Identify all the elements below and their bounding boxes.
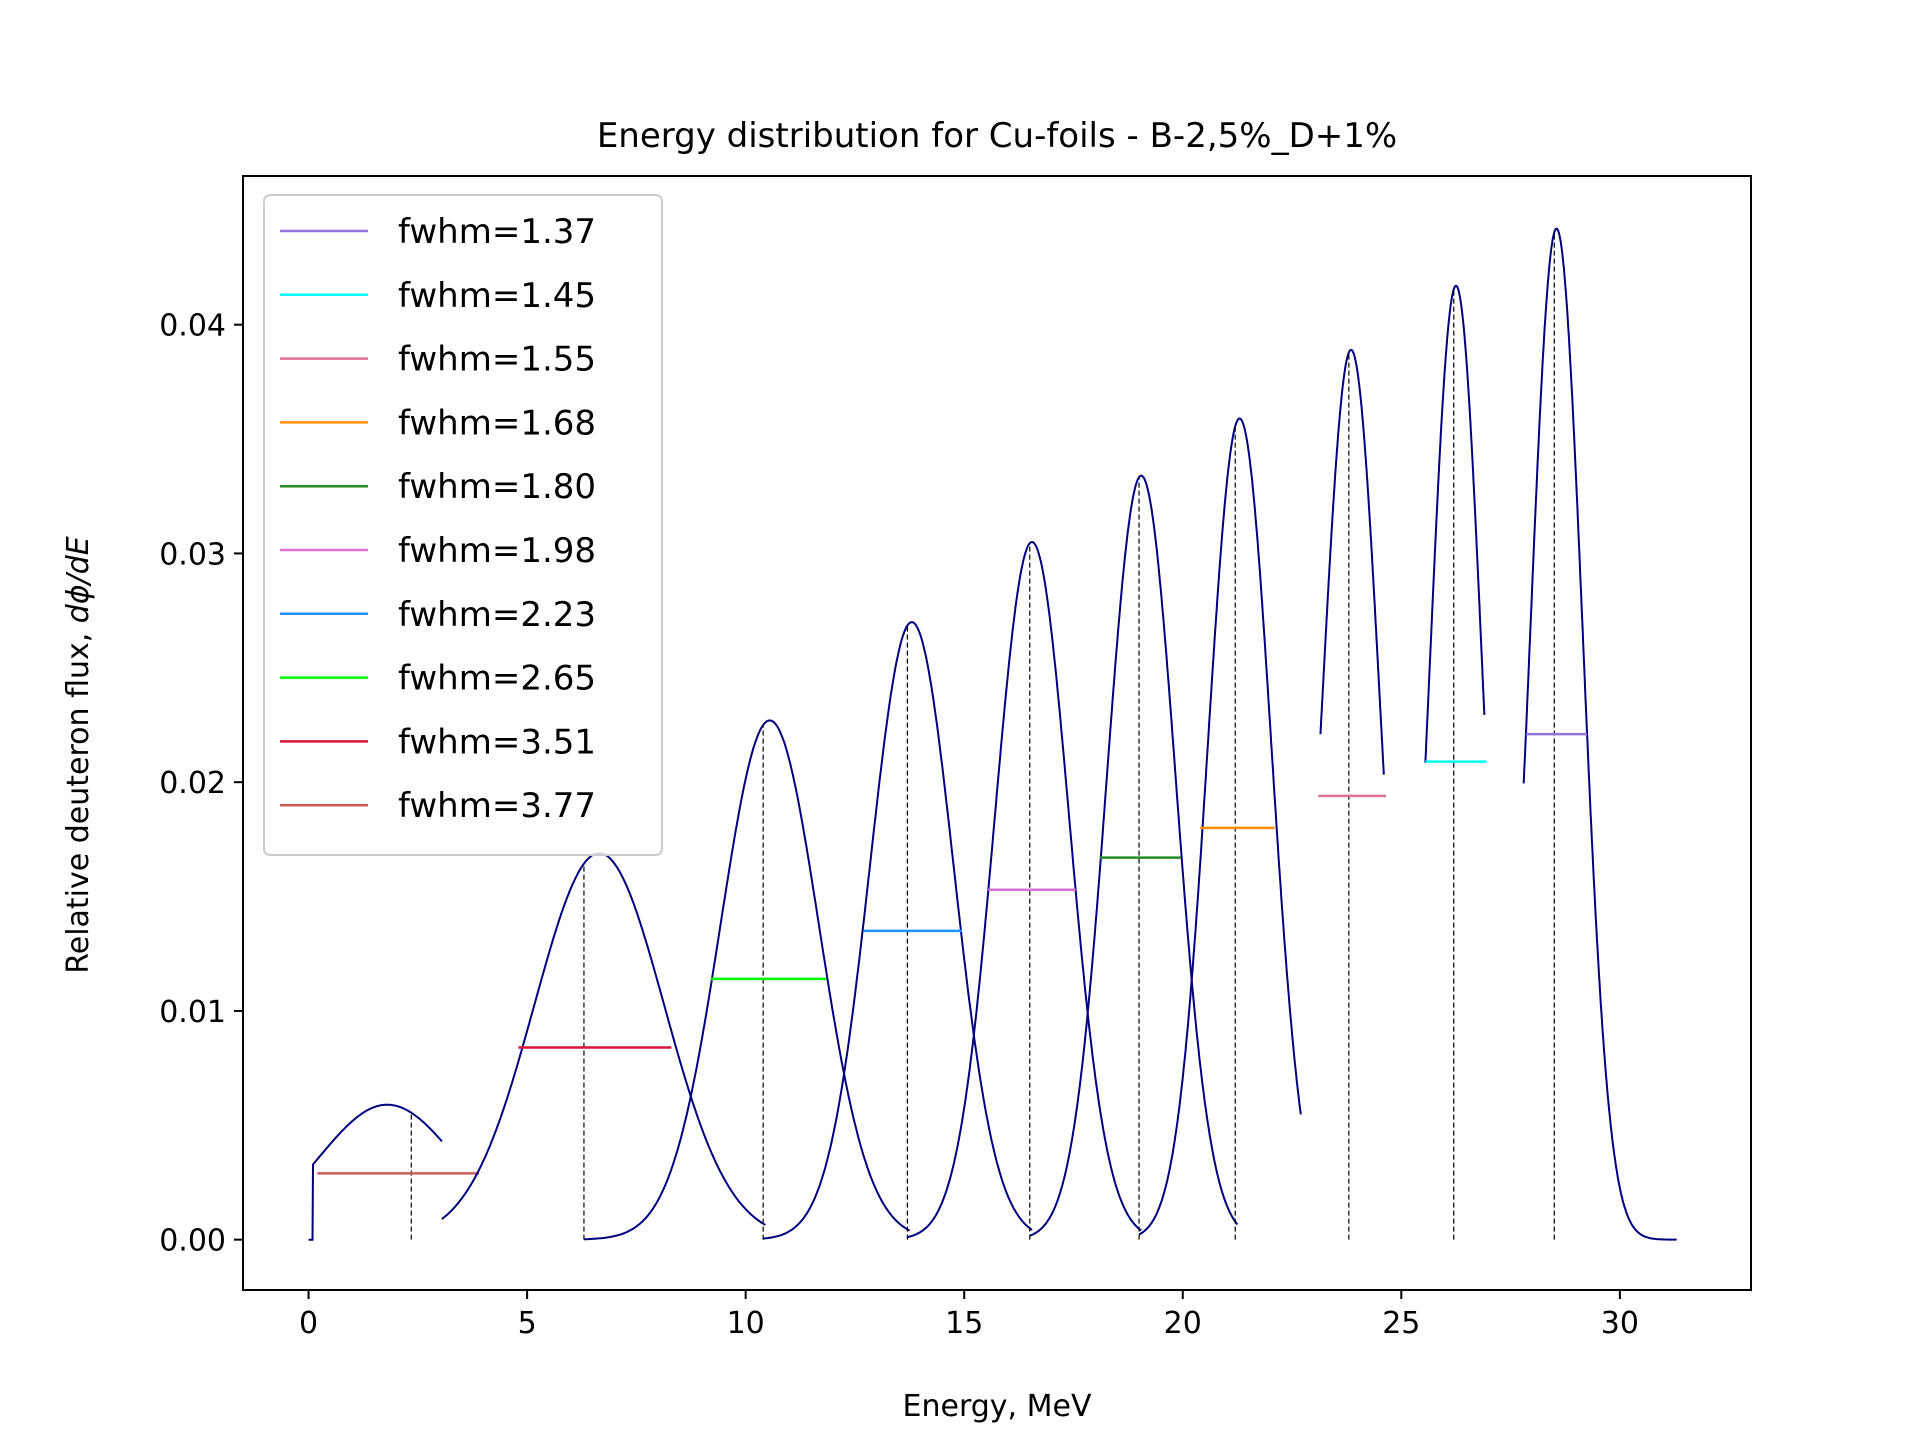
legend: fwhm=1.37 fwhm=1.45 fwhm=1.55 fwhm=1.68 fwhm… bbox=[263, 194, 663, 856]
distribution-curve bbox=[583, 719, 911, 1241]
distribution-curve bbox=[1029, 474, 1239, 1237]
distribution-curve bbox=[1138, 417, 1302, 1236]
x-tick-label: 25 bbox=[1382, 1306, 1420, 1341]
x-tick-label: 20 bbox=[1164, 1306, 1202, 1341]
legend-label: fwhm=2.23 bbox=[398, 595, 596, 635]
y-axis-label-text: Relative deuteron flux, bbox=[61, 623, 96, 974]
y-axis-label: Relative deuteron flux, dϕ/dE bbox=[61, 536, 96, 974]
x-tick-label: 0 bbox=[299, 1306, 318, 1341]
legend-label: fwhm=1.45 bbox=[398, 276, 596, 316]
x-axis: 0 5 10 15 20 25 30 bbox=[299, 1290, 1639, 1341]
legend-box bbox=[263, 194, 663, 856]
y-axis: 0.00 0.01 0.02 0.03 0.04 bbox=[159, 309, 243, 1259]
x-tick-label: 10 bbox=[727, 1306, 765, 1341]
legend-label: fwhm=1.98 bbox=[398, 531, 596, 571]
y-tick-label: 0.02 bbox=[159, 766, 226, 801]
plot-area bbox=[308, 227, 1677, 1241]
y-tick-label: 0.01 bbox=[159, 995, 226, 1030]
distribution-curve bbox=[441, 852, 766, 1226]
y-tick-label: 0.03 bbox=[159, 537, 226, 572]
x-tick-label: 15 bbox=[945, 1306, 983, 1341]
legend-label: fwhm=3.77 bbox=[398, 786, 596, 826]
x-tick-label: 30 bbox=[1601, 1306, 1639, 1341]
legend-label: fwhm=1.68 bbox=[398, 403, 596, 443]
x-axis-label: Energy, MeV bbox=[903, 1389, 1092, 1424]
distribution-curve bbox=[1319, 348, 1385, 775]
distribution-curve bbox=[763, 621, 1033, 1240]
legend-label: fwhm=1.80 bbox=[398, 467, 596, 507]
distribution-curve bbox=[1522, 227, 1677, 1241]
y-axis-label-math: dϕ/dE bbox=[61, 536, 96, 623]
chart-title: Energy distribution for Cu-foils - B-2,5… bbox=[597, 116, 1397, 156]
distribution-curve bbox=[907, 540, 1142, 1239]
legend-label: fwhm=3.51 bbox=[398, 722, 596, 762]
y-tick-label: 0.00 bbox=[159, 1224, 226, 1259]
x-tick-label: 5 bbox=[518, 1306, 537, 1341]
distribution-curve bbox=[1424, 284, 1486, 763]
legend-label: fwhm=1.37 bbox=[398, 212, 596, 252]
y-tick-label: 0.04 bbox=[159, 309, 226, 344]
legend-label: fwhm=1.55 bbox=[398, 340, 596, 380]
distribution-curve bbox=[308, 1103, 443, 1241]
axes-frame bbox=[242, 175, 1752, 1291]
legend-label: fwhm=2.65 bbox=[398, 659, 596, 699]
